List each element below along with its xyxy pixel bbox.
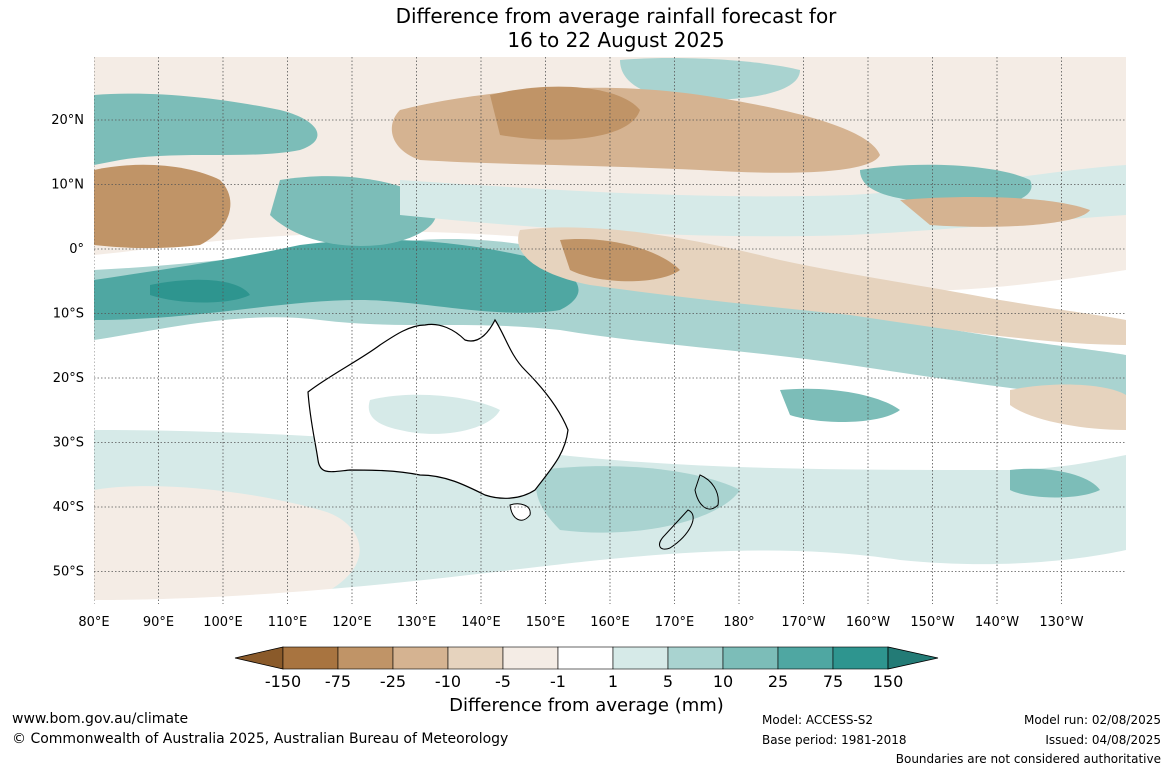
colorbar-tick-label: 5 [663,672,673,691]
longitude-label: 130°E [397,615,437,630]
gridlines [94,57,1126,604]
title-line-2: 16 to 22 August 2025 [507,28,725,52]
indian-ocean-wet-core [150,279,250,303]
latitude-label: 30°S [53,436,84,451]
equatorial-pacific-dry-core [560,239,680,282]
colorbar-swatch [722,646,779,670]
colorbar-tick-label: -25 [380,672,406,691]
colorbar-low-arrow [234,646,284,670]
australia-wet-patch [368,394,500,434]
equatorial-pacific-dry [518,227,1126,345]
bay-of-bengal-wet [94,93,318,165]
colorbar-swatch [502,646,559,670]
longitude-labels: 80°E 90°E 100°E 110°E 120°E 130°E 140°E 150°E 16… [78,615,1083,630]
colorbar-tick-label: -10 [435,672,461,691]
latitude-label: 10°S [53,307,84,322]
latitude-label: 20°S [53,371,84,386]
longitude-label: 170°E [655,615,695,630]
footer-disclaimer: Boundaries are not considered authoritat… [895,752,1161,766]
longitude-label: 160°E [590,615,630,630]
colorbar-tick-label: 1 [608,672,618,691]
central-pacific-dry [900,197,1090,227]
colorbar-swatch [667,646,724,670]
longitude-label: 120°E [332,615,372,630]
latitude-label: 0° [69,242,84,257]
longitude-label: 100°E [203,615,243,630]
nz-north-island [694,474,719,510]
longitude-label: 150°W [910,615,954,630]
philippine-wet [270,176,437,246]
footer-base-period: Base period: 1981-2018 [762,733,907,747]
colorbar-swatch [282,646,339,670]
colorbar-swatch [447,646,504,670]
colorbar-swatch [777,646,834,670]
map-title: Difference from average rainfall forecas… [0,4,1173,52]
colorbar-swatch [337,646,394,670]
colorbar [234,646,939,670]
north-pacific-wet [620,58,800,100]
colorbar-tick-label: 25 [768,672,788,691]
footer-model-run: Model run: 02/08/2025 [1023,713,1161,727]
latitude-label: 10°N [51,178,84,193]
map-area [94,57,1126,604]
latitude-label: 40°S [53,500,84,515]
colorbar-high-arrow [887,646,939,670]
longitude-label: 110°E [268,615,308,630]
footer-website[interactable]: www.bom.gov.au/climate [12,711,189,727]
colorbar-swatch [612,646,669,670]
southeast-pacific-wet [1010,468,1100,498]
colorbar-tick-labels: -150 -75 -25 -10 -5 -1 1 5 10 25 75 150 [265,672,903,691]
footer-issued: Issued: 04/08/2025 [1045,733,1161,747]
colorbar-tick-label: 150 [873,672,904,691]
colorbar-tick-label: -1 [550,672,566,691]
colorbar-title: Difference from average (mm) [449,695,724,716]
title-line-1: Difference from average rainfall forecas… [395,4,837,28]
north-pacific-dry-core [490,86,640,140]
longitude-label: 140°E [461,615,501,630]
longitude-label: 150°E [526,615,566,630]
tasmania-outline [509,503,531,521]
colorbar-swatch [832,646,889,670]
longitude-label: 90°E [143,615,174,630]
latitude-labels: 20°N 10°N 0° 10°S 20°S 30°S 40°S 50°S [51,113,84,580]
longitude-label: 160°W [846,615,890,630]
latitude-label: 50°S [53,565,84,580]
south-pacific-wet [780,388,900,422]
footer-copyright: © Commonwealth of Australia 2025, Austra… [12,731,509,747]
longitude-label: 130°W [1039,615,1083,630]
nz-south-island [659,509,694,550]
colorbar-tick-label: -5 [495,672,511,691]
footer-model: Model: ACCESS-S2 [762,713,874,727]
southwest-dry-patch [94,486,360,600]
longitude-label: 80°E [78,615,109,630]
indian-ocean-dry [94,164,231,249]
longitude-label: 140°W [975,615,1019,630]
longitude-label: 180° [723,615,754,630]
colorbar-tick-label: 75 [823,672,843,691]
south-pacific-dry [1010,384,1126,430]
longitude-label: 170°W [781,615,825,630]
latitude-label: 20°N [51,113,84,128]
colorbar-swatch [557,646,614,670]
colorbar-tick-label: -75 [325,672,351,691]
colorbar-swatch [392,646,449,670]
colorbar-tick-label: 10 [713,672,733,691]
tasman-wet [536,466,740,533]
central-pacific-wet [860,164,1032,207]
colorbar-tick-label: -150 [265,672,301,691]
